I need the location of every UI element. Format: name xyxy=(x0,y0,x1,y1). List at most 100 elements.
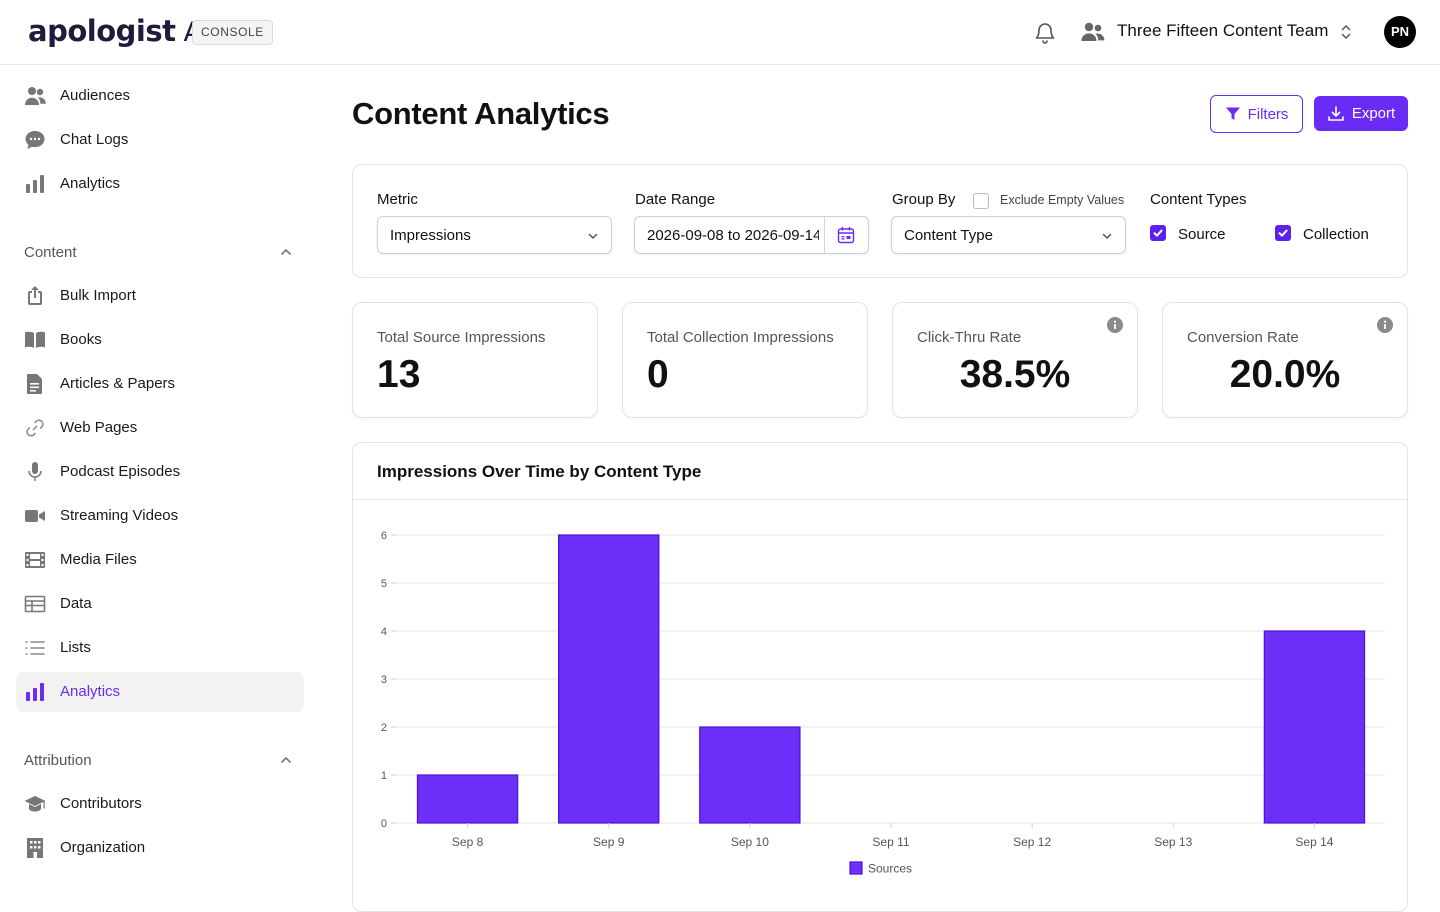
graduation-cap-icon xyxy=(24,796,46,812)
exclude-empty-label: Exclude Empty Values xyxy=(1000,193,1125,207)
book-icon xyxy=(25,331,45,348)
group-by-select[interactable]: Content Type xyxy=(891,216,1126,254)
bar-sep-9 xyxy=(558,534,660,824)
audience-icon xyxy=(25,87,46,105)
sidebar-item-label: Analytics xyxy=(60,683,121,700)
table-icon xyxy=(24,595,46,613)
y-tick-label: 3 xyxy=(381,674,387,686)
microphone-icon xyxy=(28,462,42,481)
info-icon[interactable] xyxy=(1377,317,1393,333)
bar-sep-14 xyxy=(1263,630,1366,824)
bar-sep-10 xyxy=(699,726,801,824)
section-heading-content[interactable]: Content xyxy=(24,244,77,261)
y-tick-label: 5 xyxy=(381,578,387,590)
sidebar-item-analytics-top[interactable]: Analytics xyxy=(16,164,304,204)
stat-card-click-thru-rate: Click-Thru Rate 38.5% xyxy=(892,302,1138,418)
y-tick-label: 4 xyxy=(381,626,387,638)
stat-label: Total Collection Impressions xyxy=(647,329,834,346)
group-by-label: Group By xyxy=(892,191,956,208)
stat-value: 0 xyxy=(647,353,669,396)
stat-label: Click-Thru Rate xyxy=(917,329,1022,346)
stat-card-source-impressions: Total Source Impressions 13 xyxy=(352,302,598,418)
console-badge: CONSOLE xyxy=(192,20,273,45)
team-switcher[interactable]: Three Fifteen Content Team xyxy=(1117,21,1329,40)
sidebar-item-lists[interactable]: Lists xyxy=(16,628,304,668)
metric-select[interactable]: Impressions xyxy=(377,216,612,254)
section-heading-attribution[interactable]: Attribution xyxy=(24,752,92,769)
sidebar-item-contributors[interactable]: Contributors xyxy=(16,784,304,824)
chart-title: Impressions Over Time by Content Type xyxy=(377,462,702,481)
y-tick-label: 2 xyxy=(381,722,387,734)
download-icon xyxy=(1328,105,1344,121)
filters-button[interactable]: Filters xyxy=(1210,95,1303,133)
metric-select-value: Impressions xyxy=(390,227,471,244)
x-tick-label: Sep 10 xyxy=(731,835,769,849)
sidebar-item-books[interactable]: Books xyxy=(16,320,304,360)
info-icon[interactable] xyxy=(1107,317,1123,333)
sidebar-item-organization[interactable]: Organization xyxy=(16,828,304,868)
stat-value: 38.5% xyxy=(959,353,1071,396)
calendar-icon[interactable] xyxy=(837,226,855,244)
user-avatar[interactable]: PN xyxy=(1384,16,1416,48)
stat-label: Conversion Rate xyxy=(1187,329,1299,346)
video-camera-icon xyxy=(25,510,45,522)
chevron-down-icon xyxy=(588,233,598,239)
sidebar: Audiences Chat Logs Analytics Content Bu… xyxy=(0,65,320,900)
collection-checkbox-label: Collection xyxy=(1303,226,1369,243)
sidebar-item-label: Contributors xyxy=(60,795,142,812)
link-icon xyxy=(26,419,44,437)
source-checkbox[interactable] xyxy=(1150,225,1166,241)
bar-chart-icon xyxy=(26,683,44,701)
sidebar-item-web-pages[interactable]: Web Pages xyxy=(16,408,304,448)
sidebar-item-label: Data xyxy=(60,595,92,612)
x-tick-label: Sep 14 xyxy=(1295,835,1333,849)
source-checkbox-label: Source xyxy=(1178,226,1226,243)
export-button[interactable]: Export xyxy=(1314,96,1408,131)
impressions-bar-chart: 0 1 2 3 4 5 6 Sep 8 Sep 9 Sep 10 Sep 11 Sep 12 Sep 1… xyxy=(381,530,1385,876)
sidebar-item-chat-logs[interactable]: Chat Logs xyxy=(16,120,304,160)
x-tick-label: Sep 9 xyxy=(593,835,625,849)
stat-label: Total Source Impressions xyxy=(377,329,546,346)
chevron-up-icon[interactable] xyxy=(279,245,293,259)
sidebar-item-articles-papers[interactable]: Articles & Papers xyxy=(16,364,304,404)
sidebar-item-bulk-import[interactable]: Bulk Import xyxy=(16,276,304,316)
sidebar-item-label: Podcast Episodes xyxy=(60,463,181,480)
sidebar-item-label: Audiences xyxy=(60,87,131,104)
stat-card-collection-impressions: Total Collection Impressions 0 xyxy=(622,302,868,418)
legend-label-sources: Sources xyxy=(868,862,912,876)
team-icon xyxy=(1081,22,1105,41)
film-icon xyxy=(25,552,45,568)
date-range-label: Date Range xyxy=(635,191,716,208)
chevron-up-icon[interactable] xyxy=(279,753,293,767)
chevron-up-down-icon[interactable] xyxy=(1338,22,1354,42)
y-tick-label: 6 xyxy=(381,530,387,542)
bar-chart-icon xyxy=(26,175,44,193)
stat-value: 20.0% xyxy=(1229,353,1341,396)
sidebar-item-label: Lists xyxy=(60,639,91,656)
sidebar-item-analytics[interactable]: Analytics xyxy=(16,672,304,712)
date-range-input[interactable]: 2026-09-08 to 2026-09-14 xyxy=(634,216,869,254)
sidebar-item-label: Analytics xyxy=(60,175,121,192)
page-title: Content Analytics xyxy=(352,96,610,131)
filters-button-label: Filters xyxy=(1247,105,1289,123)
y-tick-label: 0 xyxy=(381,818,387,830)
sidebar-item-data[interactable]: Data xyxy=(16,584,304,624)
filter-panel: Metric Impressions Date Range 2026-09-08… xyxy=(352,164,1408,278)
content-types-label: Content Types xyxy=(1150,191,1247,208)
stat-value: 13 xyxy=(377,353,421,396)
apologist-logo[interactable]: apologist AI xyxy=(28,14,210,48)
bell-icon[interactable] xyxy=(1033,21,1057,45)
sidebar-item-podcast-episodes[interactable]: Podcast Episodes xyxy=(16,452,304,492)
logo-wordmark: apologist xyxy=(28,14,176,48)
x-tick-label: Sep 12 xyxy=(1013,835,1051,849)
exclude-empty-checkbox[interactable] xyxy=(973,193,989,209)
x-tick-label: Sep 13 xyxy=(1154,835,1192,849)
sidebar-item-streaming-videos[interactable]: Streaming Videos xyxy=(16,496,304,536)
sidebar-item-audiences[interactable]: Audiences xyxy=(16,76,304,116)
collection-checkbox[interactable] xyxy=(1275,225,1291,241)
check-icon xyxy=(1153,229,1163,237)
sidebar-item-label: Organization xyxy=(60,839,146,856)
list-icon xyxy=(25,641,45,655)
group-by-select-value: Content Type xyxy=(904,227,993,244)
sidebar-item-media-files[interactable]: Media Files xyxy=(16,540,304,580)
